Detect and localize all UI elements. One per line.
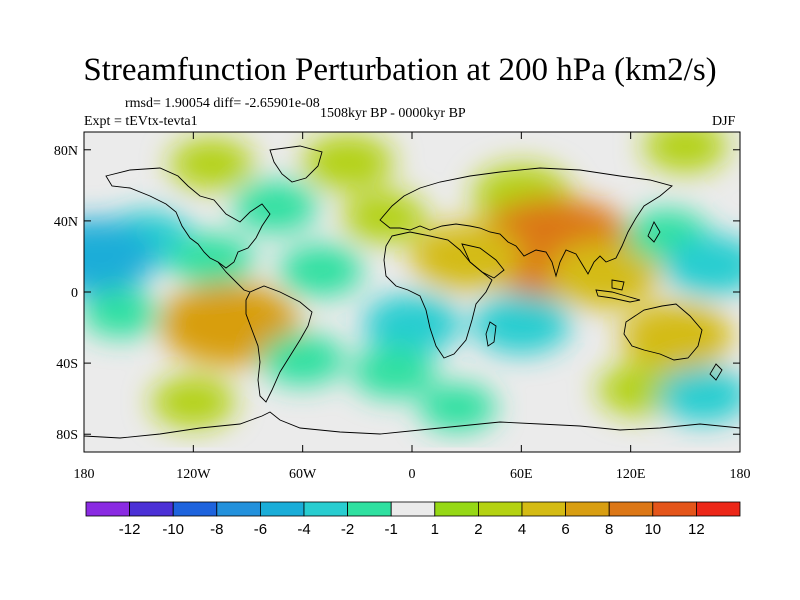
lon-tick-label: 120W <box>176 467 211 482</box>
colorbar-label: 2 <box>474 521 482 538</box>
colorbar-label: 8 <box>605 521 613 538</box>
colorbar-swatch <box>129 501 174 517</box>
stats-text: rmsd= 1.90054 diff= -2.65901e-08 <box>125 96 320 111</box>
anomaly-1 <box>169 138 254 190</box>
lon-tick-label: 60W <box>289 467 317 482</box>
colorbar-swatch <box>477 501 523 517</box>
lat-tick-label: 80S <box>56 428 78 443</box>
lon-tick-label: 180 <box>74 467 95 482</box>
anomaly-5 <box>233 180 318 233</box>
lon-tick-label: 180 <box>730 467 751 482</box>
anomaly-17 <box>260 333 345 386</box>
colorbar-swatch <box>652 501 697 517</box>
period-label: 1508kyr BP - 0000kyr BP <box>320 106 466 121</box>
colorbar-swatch <box>216 501 261 517</box>
colorbar-swatch <box>259 501 305 517</box>
anomaly-24 <box>151 376 236 429</box>
colorbar-label: 10 <box>644 521 661 538</box>
lat-tick-label: 0 <box>71 286 78 301</box>
anomaly-7 <box>278 244 363 297</box>
season-label: DJF <box>712 114 736 129</box>
anomaly-8 <box>342 191 427 244</box>
colorbar-label: 1 <box>431 521 439 538</box>
axis-ticks: 80N 40N 0 40S 80S 180 120W 60W 0 60E 120E 180 <box>54 132 751 482</box>
anomaly-6 <box>169 234 254 286</box>
lat-tick-label: 40S <box>56 357 78 372</box>
anomaly-4 <box>84 218 157 295</box>
lon-tick-label: 120E <box>616 467 646 482</box>
anomaly-23 <box>658 367 740 424</box>
colorbar-label: -8 <box>210 521 223 538</box>
anomaly-14 <box>663 235 740 296</box>
colorbar-label: 12 <box>688 521 705 538</box>
colorbar-label: -4 <box>297 521 310 538</box>
anomaly-16 <box>84 289 159 338</box>
lat-tick-label: 80N <box>54 144 78 159</box>
colorbar: -12 -10 -8 -6 -4 -2 -1 1 2 4 6 8 10 12 <box>85 501 741 538</box>
anomaly-20 <box>351 346 436 398</box>
anomaly-11 <box>410 222 523 291</box>
experiment-label: Expt = tEVtx-tevta1 <box>84 114 198 129</box>
colorbar-swatch <box>521 501 566 517</box>
colorbar-label: -12 <box>119 521 141 538</box>
colorbar-swatch <box>172 501 218 517</box>
colorbar-swatch <box>390 501 436 517</box>
colorbar-swatch <box>696 501 741 517</box>
colorbar-label: -10 <box>162 521 184 538</box>
anomaly-0 <box>302 134 394 191</box>
colorbar-swatch <box>565 501 610 517</box>
colorbar-label: -1 <box>385 521 398 538</box>
anomaly-19 <box>472 294 571 354</box>
colorbar-swatch <box>347 501 392 517</box>
chart-title: Streamfunction Perturbation at 200 hPa (… <box>83 52 717 88</box>
colorbar-label: 6 <box>561 521 569 538</box>
colorbar-label: 4 <box>518 521 526 538</box>
anomaly-15 <box>159 282 300 366</box>
anomaly-2 <box>643 132 728 173</box>
anomaly-21 <box>620 302 733 371</box>
anomaly-field <box>84 132 740 432</box>
lon-tick-label: 0 <box>409 467 416 482</box>
coastlines <box>84 145 740 439</box>
anomaly-18 <box>363 294 461 354</box>
lon-tick-label: 60E <box>510 467 533 482</box>
colorbar-swatch <box>303 501 348 517</box>
anomaly-12 <box>547 240 660 309</box>
colorbar-label: -6 <box>254 521 267 538</box>
colorbar-swatch <box>608 501 654 517</box>
colorbar-swatch <box>85 501 130 517</box>
colorbar-swatch <box>434 501 479 517</box>
lat-tick-label: 40N <box>54 215 78 230</box>
colorbar-label: -2 <box>341 521 354 538</box>
anomaly-25 <box>419 383 497 432</box>
